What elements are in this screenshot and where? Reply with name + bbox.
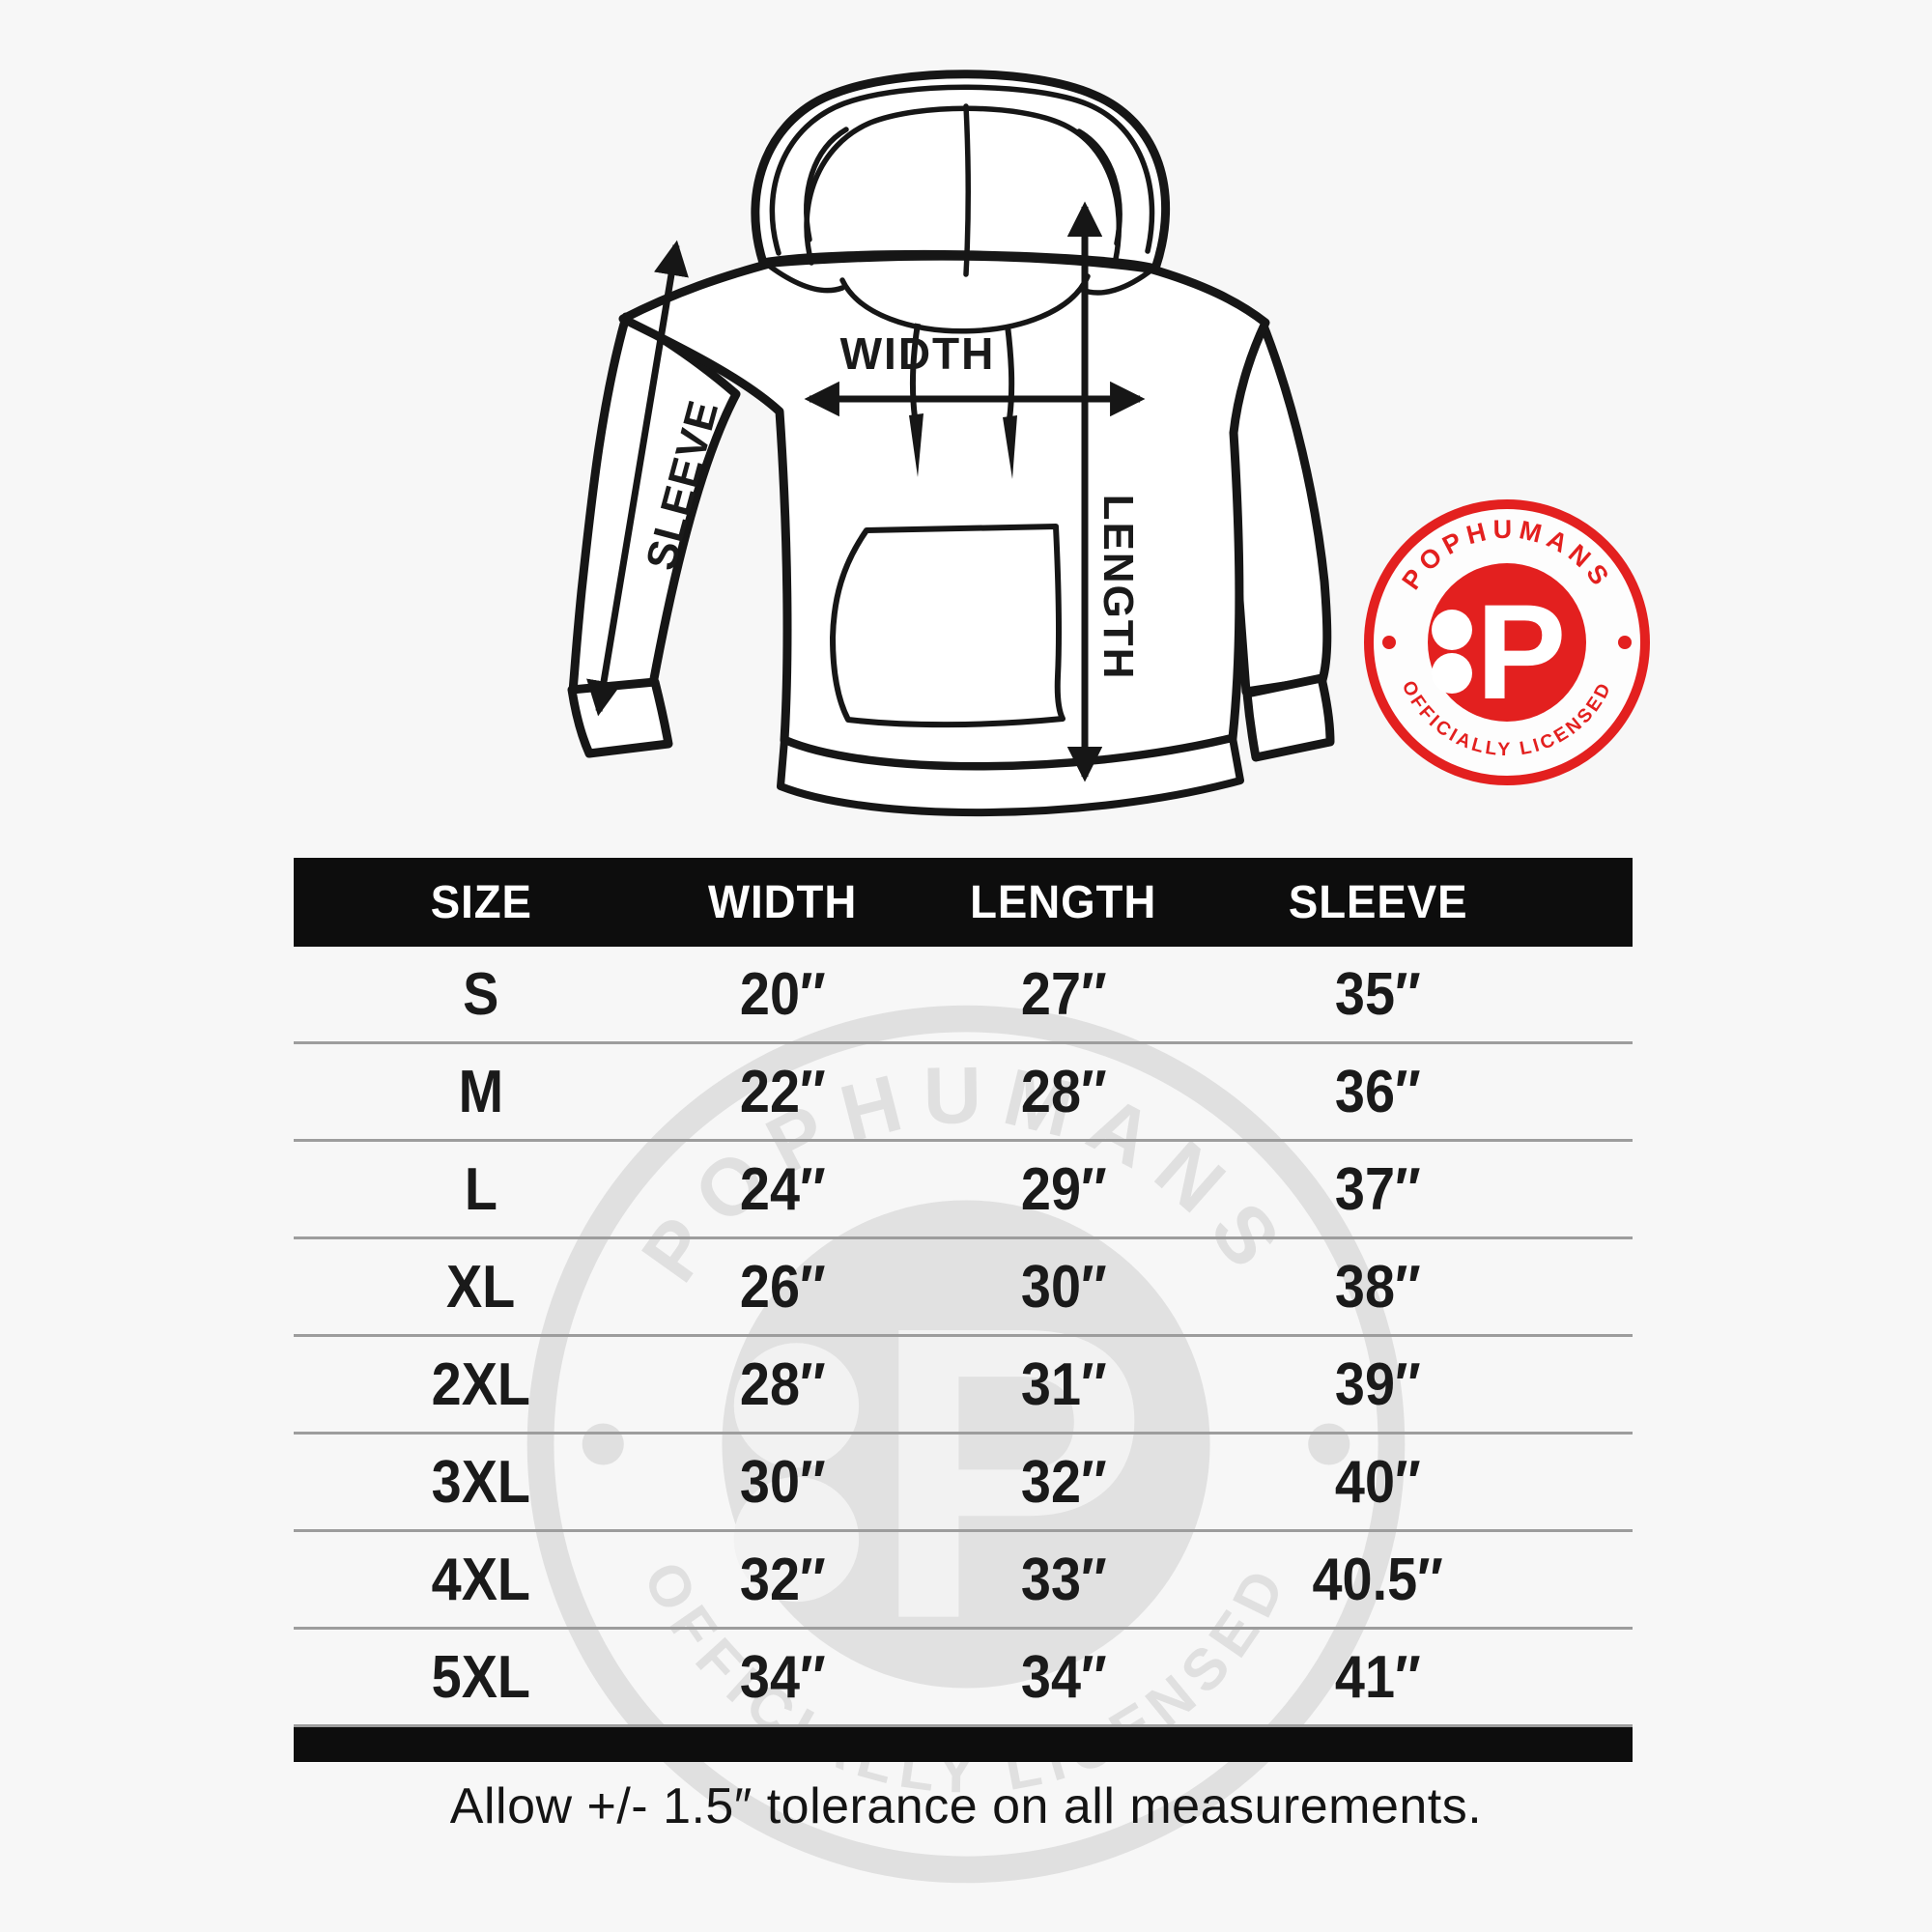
tolerance-note: Allow +/- 1.5″ tolerance on all measurem…	[449, 1778, 1483, 1834]
length-value: 28″	[1020, 1058, 1107, 1125]
table-row: 2XL 28″ 31″ 39″	[294, 1337, 1633, 1435]
badge-right-dot	[1618, 636, 1632, 649]
watermark-outer-ring	[526, 1005, 1406, 1884]
table-row: 3XL 30″ 32″ 40″	[294, 1435, 1633, 1532]
hoodie-right-cuff	[1242, 673, 1335, 762]
pophumans-licensed-badge: POPHUMANS OFFICIALLY LICENSED P	[1364, 499, 1650, 785]
size-value: L	[464, 1155, 498, 1223]
sleeve-value: 36″	[1335, 1058, 1422, 1125]
watermark-colon-dot-top	[733, 1343, 860, 1468]
width-value: 32″	[739, 1546, 826, 1613]
size-value: XL	[446, 1253, 516, 1321]
sleeve-value: 38″	[1335, 1253, 1422, 1321]
hoodie-hem-band	[777, 734, 1244, 817]
size-value: 5XL	[431, 1643, 531, 1711]
pophumans-watermark: POPHUMANS OFFICIALLY LICENSED P	[526, 1005, 1406, 1884]
size-table-header: SIZE WIDTH LENGTH SLEEVE	[294, 858, 1633, 947]
measurement-arrows	[586, 201, 1146, 782]
sleeve-arrow	[586, 240, 689, 717]
badge-colon-dot-bottom	[1432, 653, 1472, 694]
width-value: 26″	[739, 1253, 826, 1321]
hoodie-measurement-diagram: WIDTH LENGTH SLEEVE	[567, 70, 1335, 817]
length-value: 32″	[1020, 1448, 1107, 1516]
watermark-colon-dot-bottom	[733, 1476, 860, 1603]
sleeve-value: 40.5″	[1312, 1546, 1444, 1613]
length-value: 27″	[1020, 960, 1107, 1028]
size-value: 2XL	[431, 1350, 531, 1418]
length-value: 34″	[1020, 1643, 1107, 1711]
size-table: SIZE WIDTH LENGTH SLEEVE S 20″ 27″ 35″ M…	[294, 858, 1633, 1762]
badge-colon-dot-top	[1432, 610, 1472, 650]
sleeve-value: 40″	[1335, 1448, 1422, 1516]
sleeve-value: 35″	[1335, 960, 1422, 1028]
width-value: 24″	[739, 1155, 826, 1223]
size-value: 4XL	[431, 1546, 531, 1613]
sleeve-value: 37″	[1335, 1155, 1422, 1223]
length-value: 31″	[1020, 1350, 1107, 1418]
width-value: 28″	[739, 1350, 826, 1418]
col-header-length: LENGTH	[970, 876, 1157, 928]
table-row: M 22″ 28″ 36″	[294, 1044, 1633, 1142]
table-row: S 20″ 27″ 35″	[294, 947, 1633, 1044]
size-value: M	[458, 1058, 504, 1125]
table-bottom-bar	[294, 1727, 1633, 1762]
table-row: L 24″ 29″ 37″	[294, 1142, 1633, 1239]
badge-monogram: P	[1476, 576, 1566, 727]
width-value: 30″	[739, 1448, 826, 1516]
col-header-width: WIDTH	[707, 876, 857, 928]
sleeve-value: 39″	[1335, 1350, 1422, 1418]
width-value: 34″	[739, 1643, 826, 1711]
badge-left-dot	[1382, 636, 1396, 649]
width-value: 20″	[739, 960, 826, 1028]
table-row: XL 26″ 30″ 38″	[294, 1239, 1633, 1337]
width-value: 22″	[739, 1058, 826, 1125]
col-header-sleeve: SLEEVE	[1288, 876, 1468, 928]
length-value: 29″	[1020, 1155, 1107, 1223]
length-value: 33″	[1020, 1546, 1107, 1613]
length-value: 30″	[1020, 1253, 1107, 1321]
size-value: 3XL	[431, 1448, 531, 1516]
hoodie-left-cuff	[567, 677, 673, 758]
hoodie-kangaroo-pocket	[830, 524, 1065, 728]
hood-detail-lines	[762, 84, 1156, 334]
table-row: 4XL 32″ 33″ 40.5″	[294, 1532, 1633, 1630]
col-header-size: SIZE	[430, 876, 532, 928]
sleeve-value: 41″	[1335, 1643, 1422, 1711]
length-label: LENGTH	[1094, 495, 1142, 681]
width-label: WIDTH	[840, 328, 996, 379]
table-row: 5XL 34″ 34″ 41″	[294, 1630, 1633, 1727]
size-value: S	[463, 960, 499, 1028]
